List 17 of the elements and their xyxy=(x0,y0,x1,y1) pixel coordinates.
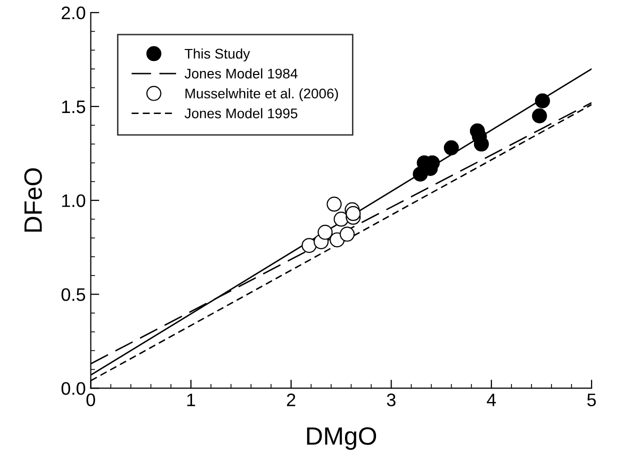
x-axis-title: DMgO xyxy=(307,427,376,450)
y-tick-label: 0.0 xyxy=(62,382,86,395)
x-tick-label: 5 xyxy=(587,394,596,406)
y-tick-label: 2.0 xyxy=(62,6,86,20)
x-tick-label: 2 xyxy=(286,394,296,406)
legend-label: Musselwhite et al. (2006) xyxy=(186,88,338,102)
x-tick-label: 4 xyxy=(486,394,496,406)
x-tick-label: 1 xyxy=(187,394,196,406)
y-tick-label: 1.5 xyxy=(62,100,86,114)
legend-label: Jones Model 1995 xyxy=(184,108,298,118)
x-tick-label: 3 xyxy=(386,394,396,406)
x-tick-label: 0 xyxy=(86,394,96,406)
legend-label: This Study xyxy=(184,48,250,62)
y-axis-title: DFeO xyxy=(24,168,42,232)
y-tick-label: 0.5 xyxy=(62,288,86,301)
y-tick-label: 1.0 xyxy=(62,194,86,208)
legend-label: Jones Model 1984 xyxy=(184,68,298,79)
